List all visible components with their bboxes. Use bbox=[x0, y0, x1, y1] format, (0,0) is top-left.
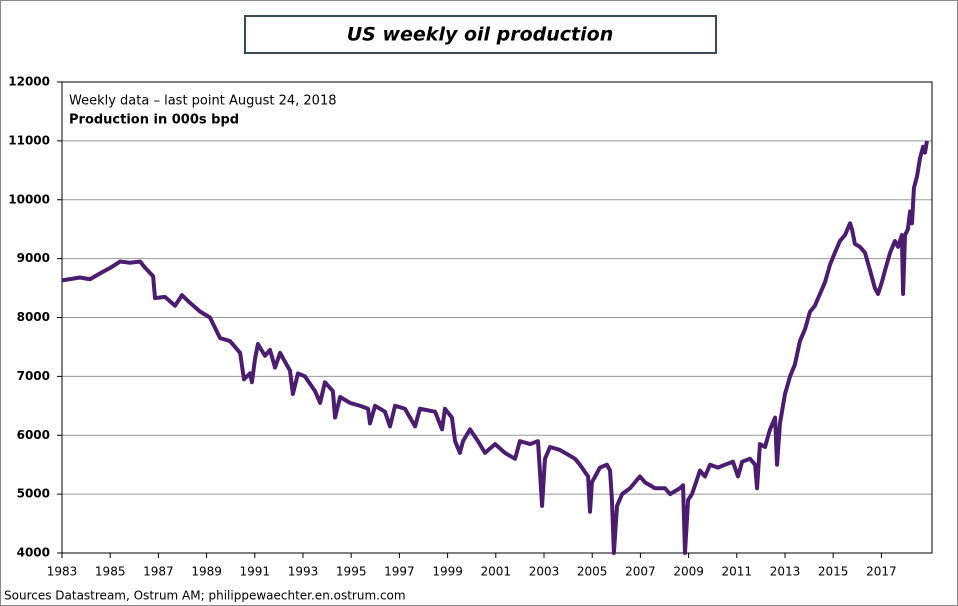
source-note: Sources Datastream, Ostrum AM; philippew… bbox=[4, 589, 406, 603]
x-tick-label: 1983 bbox=[47, 565, 78, 579]
annotation: Production in 000s bpd bbox=[69, 113, 239, 128]
title-box bbox=[244, 15, 717, 54]
x-tick-label: 2001 bbox=[481, 565, 512, 579]
x-tick-label: 1997 bbox=[384, 565, 415, 579]
y-tick-label: 10000 bbox=[8, 192, 50, 206]
x-tick-label: 2015 bbox=[818, 565, 849, 579]
x-tick-label: 2009 bbox=[673, 565, 704, 579]
x-tick-label: 2013 bbox=[770, 565, 801, 579]
x-tick-label: 1989 bbox=[191, 565, 222, 579]
x-tick-label: 2005 bbox=[577, 565, 608, 579]
y-tick-label: 9000 bbox=[17, 251, 50, 265]
annotation: Weekly data – last point August 24, 2018 bbox=[69, 94, 336, 109]
x-tick-label: 1993 bbox=[288, 565, 319, 579]
x-tick-label: 1987 bbox=[143, 565, 174, 579]
y-tick-label: 4000 bbox=[17, 546, 50, 560]
x-tick-label: 1995 bbox=[336, 565, 367, 579]
x-tick-label: 1985 bbox=[95, 565, 126, 579]
y-tick-label: 5000 bbox=[17, 487, 50, 501]
x-tick-label: 2003 bbox=[529, 565, 560, 579]
x-tick-label: 1999 bbox=[432, 565, 463, 579]
y-tick-label: 12000 bbox=[8, 75, 50, 89]
x-tick-label: 2011 bbox=[722, 565, 753, 579]
x-tick-label: 2007 bbox=[625, 565, 656, 579]
x-tick-label: 1991 bbox=[240, 565, 271, 579]
y-tick-label: 11000 bbox=[8, 133, 50, 147]
x-tick-label: 2017 bbox=[866, 565, 897, 579]
data-line bbox=[61, 140, 929, 555]
chart-title: US weekly oil production bbox=[347, 24, 613, 46]
y-tick-label: 8000 bbox=[17, 310, 50, 324]
y-tick-label: 6000 bbox=[17, 428, 50, 442]
y-tick-label: 7000 bbox=[17, 369, 50, 383]
